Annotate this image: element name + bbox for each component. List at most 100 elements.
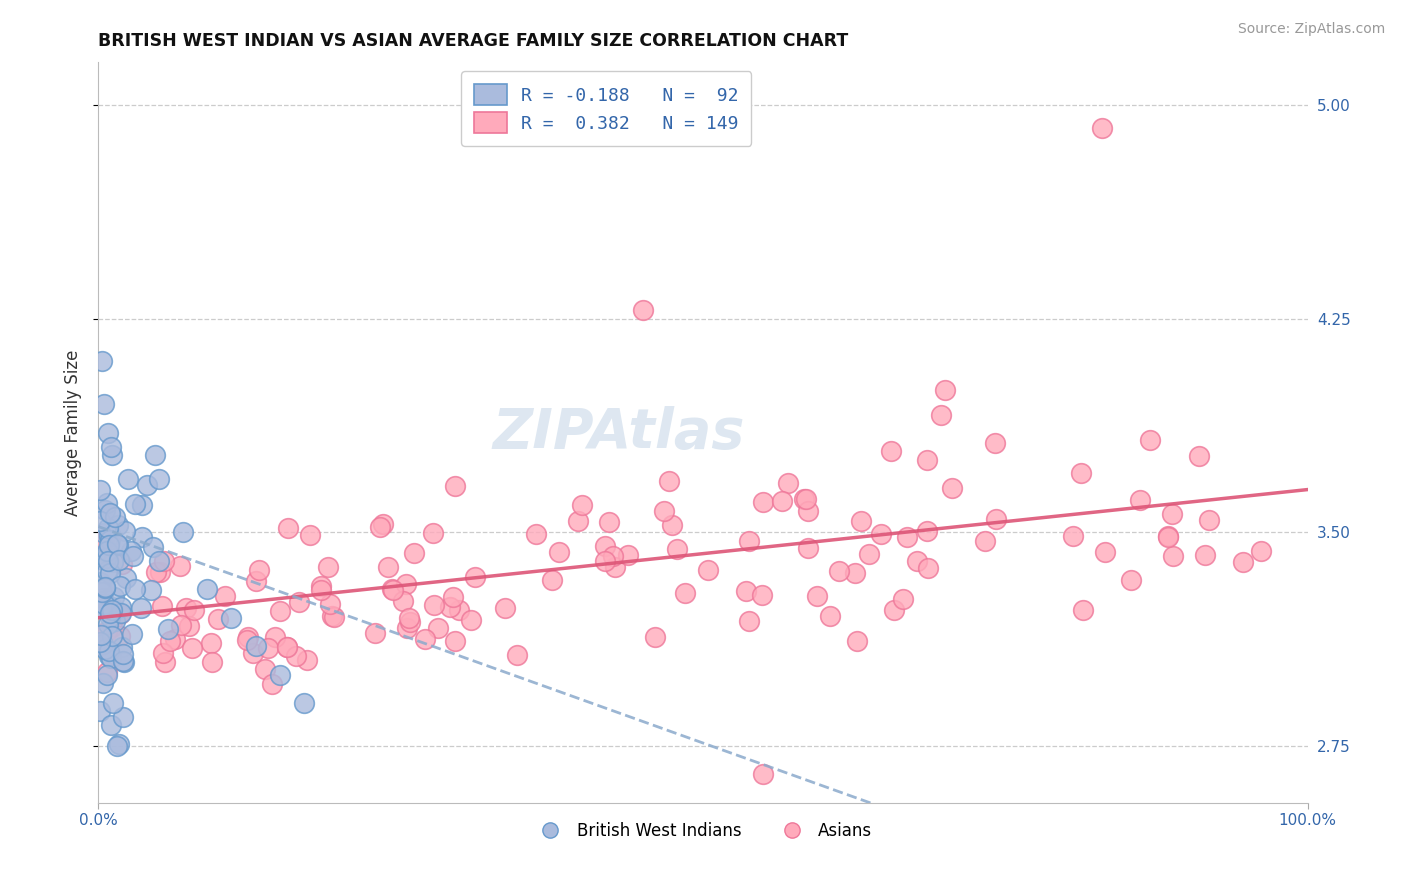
Point: [117, 472, 139, 486]
Point: [145, 565, 167, 579]
Point: [169, 559, 191, 574]
Point: [89, 483, 111, 497]
Point: [309, 582, 332, 597]
Point: [94, 581, 117, 595]
Point: [540, 574, 562, 588]
Point: [382, 583, 405, 598]
Point: [201, 655, 224, 669]
Point: [93, 525, 115, 540]
Point: [112, 655, 135, 669]
Point: [567, 514, 589, 528]
Point: [101, 603, 124, 617]
Point: [115, 571, 138, 585]
Point: [94, 641, 117, 656]
Point: [148, 554, 170, 568]
Point: [242, 646, 264, 660]
Point: [422, 526, 444, 541]
Point: [139, 582, 162, 597]
Point: [907, 554, 929, 568]
Point: [602, 549, 624, 563]
Point: [153, 554, 176, 568]
Point: [111, 654, 134, 668]
Point: [101, 619, 124, 633]
Point: [896, 530, 918, 544]
Point: [98, 610, 121, 624]
Point: [1062, 529, 1084, 543]
Point: [176, 600, 198, 615]
Point: [402, 546, 425, 560]
Point: [253, 661, 276, 675]
Point: [548, 545, 571, 559]
Point: [98, 533, 121, 547]
Point: [97, 425, 120, 440]
Point: [131, 498, 153, 512]
Point: [143, 449, 166, 463]
Point: [163, 632, 186, 646]
Point: [111, 710, 134, 724]
Point: [101, 600, 124, 615]
Point: [506, 648, 529, 662]
Point: [263, 630, 285, 644]
Point: [277, 520, 299, 534]
Point: [96, 665, 118, 680]
Point: [368, 520, 391, 534]
Point: [152, 646, 174, 660]
Point: [120, 544, 142, 558]
Point: [89, 704, 111, 718]
Point: [879, 444, 901, 458]
Point: [285, 649, 308, 664]
Point: [245, 639, 267, 653]
Point: [292, 696, 315, 710]
Point: [96, 564, 118, 578]
Point: [96, 544, 118, 558]
Point: [148, 472, 170, 486]
Point: [172, 525, 194, 540]
Point: [98, 644, 121, 658]
Point: [110, 607, 132, 621]
Point: [124, 497, 146, 511]
Point: [426, 622, 449, 636]
Point: [96, 546, 118, 560]
Point: [364, 625, 387, 640]
Point: [91, 637, 114, 651]
Point: [207, 612, 229, 626]
Point: [778, 476, 800, 491]
Point: [1250, 543, 1272, 558]
Point: [136, 478, 159, 492]
Point: [89, 634, 111, 648]
Point: [156, 622, 179, 636]
Point: [245, 574, 267, 588]
Point: [321, 609, 343, 624]
Point: [673, 586, 696, 600]
Point: [941, 481, 963, 495]
Point: [891, 592, 914, 607]
Point: [444, 634, 467, 648]
Point: [105, 739, 128, 753]
Point: [1188, 449, 1211, 463]
Point: [849, 514, 872, 528]
Point: [124, 582, 146, 597]
Point: [617, 548, 640, 562]
Point: [107, 538, 129, 552]
Point: [322, 610, 344, 624]
Point: [110, 600, 132, 615]
Point: [1094, 545, 1116, 559]
Point: [395, 577, 418, 591]
Point: [195, 582, 218, 597]
Point: [447, 603, 470, 617]
Point: [381, 582, 404, 596]
Point: [439, 600, 461, 615]
Point: [796, 504, 818, 518]
Point: [658, 474, 681, 488]
Point: [91, 602, 114, 616]
Point: [295, 653, 318, 667]
Point: [107, 518, 129, 533]
Point: [103, 590, 125, 604]
Point: [110, 629, 132, 643]
Point: [142, 540, 165, 554]
Point: [97, 520, 120, 534]
Point: [395, 621, 418, 635]
Point: [100, 718, 122, 732]
Point: [934, 383, 956, 397]
Point: [1161, 549, 1184, 564]
